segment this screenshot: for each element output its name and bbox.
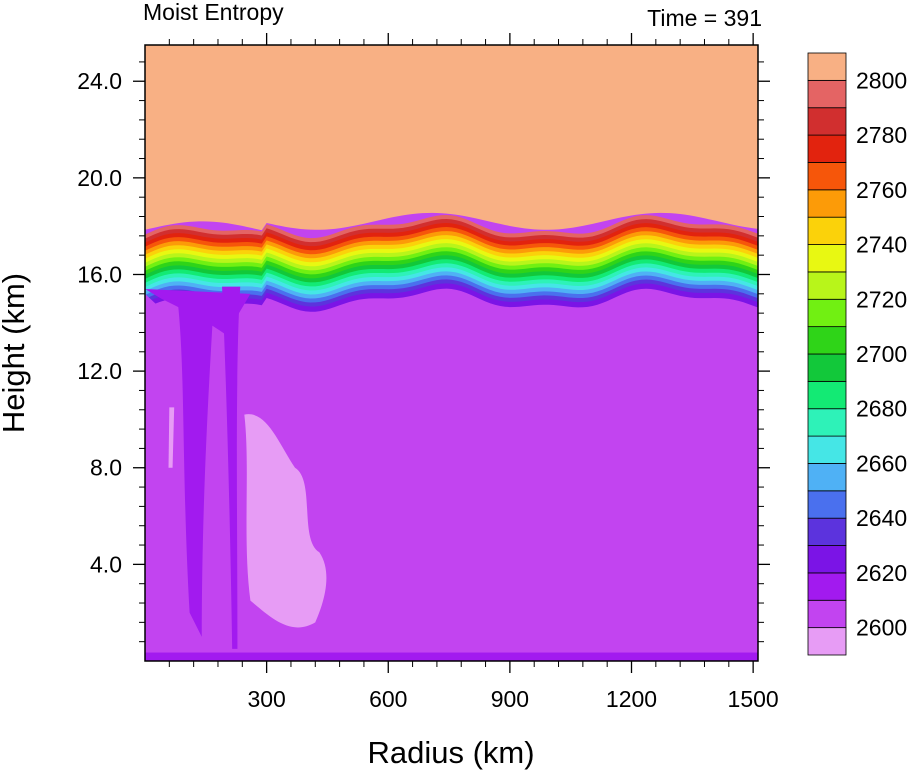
y-tick-label: 16.0 xyxy=(77,261,122,287)
colorbar-swatch xyxy=(807,627,847,656)
tropopause-band xyxy=(145,275,758,304)
colorbar-swatch xyxy=(807,353,847,382)
x-axis: 300 600 900 1200 1500 xyxy=(168,33,779,712)
boundary-layer-strip xyxy=(145,652,758,661)
colorbar-swatch xyxy=(807,189,847,218)
colorbar-swatch xyxy=(807,463,847,492)
dry-pocket-region xyxy=(244,414,327,628)
x-tick-label: 1500 xyxy=(728,686,779,712)
colorbar-swatch xyxy=(807,134,847,163)
colorbar-label: 2640 xyxy=(856,505,907,531)
colorbar-label: 2780 xyxy=(856,122,907,148)
colorbar-swatch xyxy=(807,435,847,464)
colorbar-swatch xyxy=(807,572,847,601)
y-axis-label: Height (km) xyxy=(0,273,31,433)
colorbar-label: 2660 xyxy=(856,450,907,476)
tropopause-band xyxy=(145,263,758,292)
dry-pocket-small xyxy=(168,407,175,468)
x-tick-label: 300 xyxy=(247,686,285,712)
y-tick-label: 4.0 xyxy=(90,551,122,577)
x-tick-label: 600 xyxy=(369,686,407,712)
x-tick-label: 1200 xyxy=(606,686,657,712)
colorbar-swatch xyxy=(807,244,847,273)
chart-title-right: Time = 391 xyxy=(647,5,762,31)
colorbar-swatch xyxy=(807,599,847,629)
tropopause-band xyxy=(145,271,758,300)
tropopause-band xyxy=(145,214,758,244)
colorbar-label: 2740 xyxy=(856,232,907,258)
contour-field xyxy=(145,45,758,661)
colorbar: 2600 2620 2640 2660 2680 2700 2720 2740 2760 2780… xyxy=(807,52,907,656)
chart-title-left: Moist Entropy xyxy=(143,0,284,25)
colorbar-label: 2680 xyxy=(856,396,907,422)
colorbar-swatch xyxy=(807,79,847,109)
tropopause-band xyxy=(145,243,758,272)
eyewall-plume xyxy=(177,298,214,637)
colorbar-label: 2800 xyxy=(856,67,907,93)
rainband-plume xyxy=(222,286,241,649)
colorbar-swatch xyxy=(807,490,847,519)
y-tick-label: 20.0 xyxy=(77,165,122,191)
x-axis-label: Radius (km) xyxy=(367,735,534,770)
colorbar-swatch xyxy=(807,271,847,300)
colorbar-swatch xyxy=(807,52,847,81)
colorbar-label: 2700 xyxy=(856,341,907,367)
plot-frame xyxy=(144,44,759,662)
colorbar-swatch xyxy=(807,216,847,245)
tropopause-band xyxy=(145,231,758,260)
tropopause-band xyxy=(145,235,758,264)
y-axis: 4.0 8.0 12.0 16.0 20.0 24.0 xyxy=(77,61,770,643)
tropopause-band xyxy=(145,219,758,248)
tropopause-band xyxy=(145,259,758,288)
colorbar-label: 2760 xyxy=(856,177,907,203)
y-tick-label: 12.0 xyxy=(77,358,122,384)
colorbar-label: 2600 xyxy=(856,615,907,641)
tropopause-band xyxy=(145,247,758,276)
tropopause-band xyxy=(145,223,758,252)
tropopause-band xyxy=(145,251,758,280)
tropopause-band xyxy=(145,227,758,256)
colorbar-label: 2620 xyxy=(856,560,907,586)
colorbar-swatch xyxy=(807,545,847,574)
colorbar-swatch xyxy=(807,517,847,546)
colorbar-swatch xyxy=(807,326,847,355)
colorbar-swatch xyxy=(807,298,847,328)
tropopause-band xyxy=(145,239,758,268)
colorbar-swatch xyxy=(807,107,847,136)
colorbar-swatch xyxy=(807,408,847,437)
y-tick-label: 24.0 xyxy=(77,68,122,94)
x-tick-label: 900 xyxy=(491,686,529,712)
colorbar-label: 2720 xyxy=(856,286,907,312)
tropopause-band xyxy=(145,283,758,312)
y-tick-label: 8.0 xyxy=(90,455,122,481)
tropopause-band xyxy=(145,279,758,308)
colorbar-swatch xyxy=(807,162,847,191)
tropopause-band xyxy=(145,267,758,296)
colorbar-swatch xyxy=(807,380,847,410)
tropopause-band xyxy=(145,255,758,284)
stratosphere-region xyxy=(145,45,758,231)
